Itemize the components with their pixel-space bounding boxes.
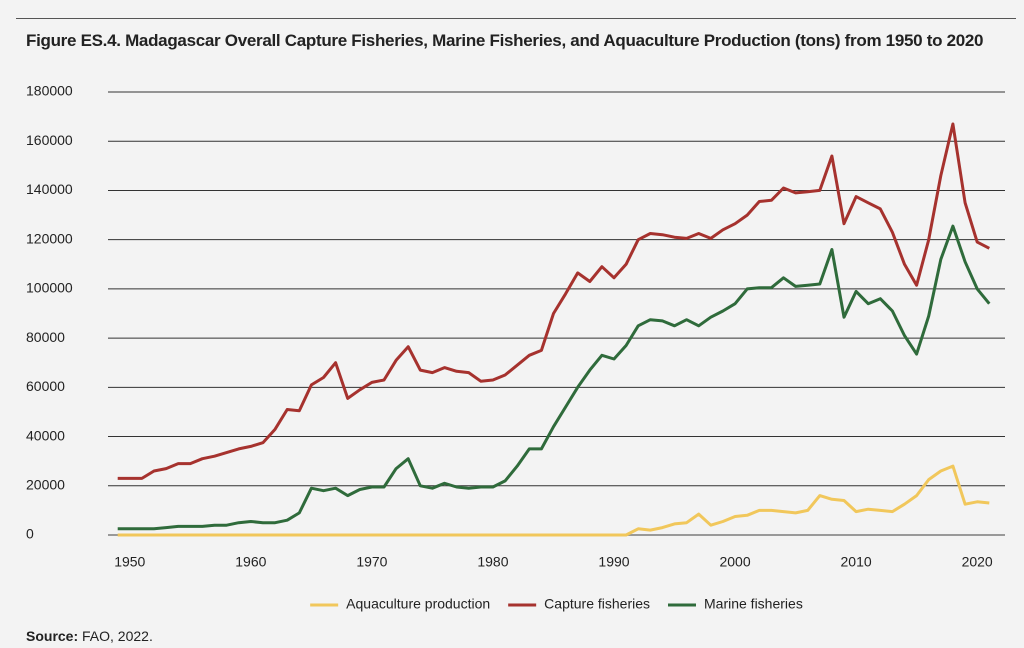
series-line (117, 122, 990, 480)
series-line (117, 224, 991, 531)
legend-label: Capture fisheries (544, 596, 650, 612)
legend-label: Aquaculture production (346, 596, 490, 612)
y-tick-label: 40000 (26, 427, 65, 443)
legend-label: Marine fisheries (704, 596, 803, 612)
y-tick-label: 0 (26, 526, 34, 542)
y-tick-label: 180000 (26, 83, 73, 99)
x-tick-label: 2000 (719, 554, 750, 570)
chart-title: Figure ES.4. Madagascar Overall Capture … (26, 31, 984, 50)
y-tick-label: 160000 (26, 132, 73, 148)
top-rule (16, 18, 1016, 19)
y-tick-label: 60000 (26, 378, 65, 394)
x-tick-label: 2020 (962, 554, 993, 570)
y-tick-label: 120000 (26, 230, 73, 246)
x-tick-label: 2010 (841, 554, 872, 570)
y-tick-label: 100000 (26, 280, 73, 296)
source: Source: FAO, 2022. (26, 628, 153, 644)
y-tick-label: 20000 (26, 476, 65, 492)
x-tick-label: 1960 (235, 554, 266, 570)
x-tick-label: 1990 (598, 554, 629, 570)
y-tick-label: 140000 (26, 181, 73, 197)
x-tick-label: 1980 (477, 554, 508, 570)
source-label: Source: (26, 628, 79, 644)
x-tick-label: 1950 (114, 554, 145, 570)
series-line (117, 464, 990, 537)
x-tick-label: 1970 (356, 554, 387, 570)
y-tick-label: 80000 (26, 329, 65, 345)
source-text: FAO, 2022. (82, 628, 153, 644)
